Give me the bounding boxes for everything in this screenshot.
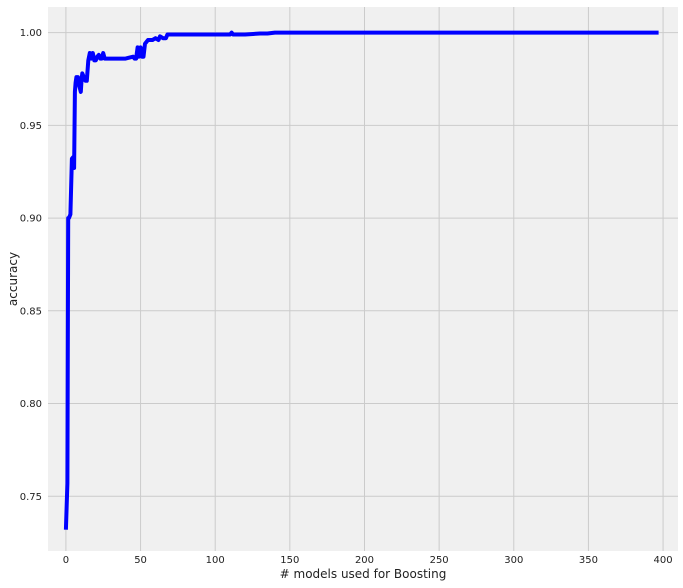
y-tick-label: 0.85	[20, 306, 42, 317]
accuracy-series-line	[63, 30, 659, 530]
x-axis-label: # models used for Boosting	[280, 567, 447, 581]
x-tick-label: 0	[63, 555, 69, 566]
tick-labels: 0 50 100 150 200 250 300 350 400 0.75 0.80 0.85 0.90…	[20, 28, 673, 566]
y-tick-label: 0.90	[20, 214, 42, 225]
y-tick-label: 1.00	[20, 28, 42, 39]
y-tick-label: 0.75	[20, 492, 42, 503]
y-tick-label: 0.95	[20, 121, 42, 132]
x-tick-label: 300	[504, 555, 523, 566]
plot-area	[48, 7, 678, 551]
x-tick-label: 50	[134, 555, 147, 566]
x-tick-label: 250	[430, 555, 449, 566]
y-axis-label: accuracy	[6, 252, 20, 306]
y-tick-label: 0.80	[20, 399, 42, 410]
x-tick-label: 350	[579, 555, 598, 566]
x-tick-label: 150	[280, 555, 299, 566]
x-tick-label: 400	[654, 555, 673, 566]
x-tick-label: 100	[206, 555, 225, 566]
series-layer	[63, 30, 659, 530]
x-tick-label: 200	[355, 555, 374, 566]
